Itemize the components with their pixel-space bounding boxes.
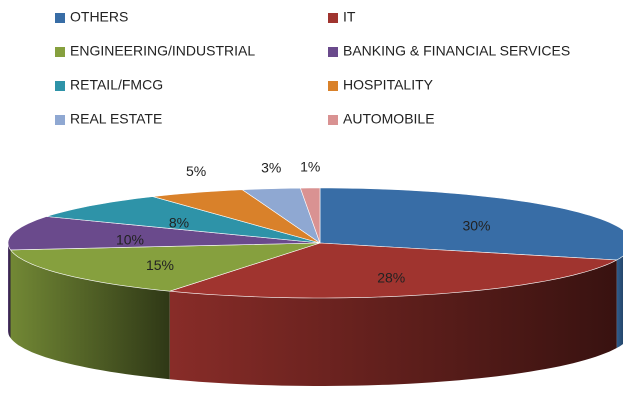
- slice: [46, 196, 321, 244]
- legend-swatch: [328, 13, 338, 23]
- legend-swatch: [328, 47, 338, 57]
- data-label: 8%: [169, 214, 189, 230]
- legend-swatch: [55, 115, 65, 125]
- legend-label: AUTOMOBILE: [343, 111, 435, 127]
- slice-side: [8, 243, 11, 338]
- legend-swatch: [55, 81, 65, 91]
- slice-side: [169, 260, 617, 386]
- data-label: 5%: [186, 163, 206, 179]
- legend-swatch: [55, 47, 65, 57]
- slice: [169, 242, 618, 299]
- legend-label: ENGINEERING/INDUSTRIAL: [70, 43, 255, 59]
- data-label: 10%: [116, 231, 144, 247]
- slice-side: [10, 249, 170, 380]
- legend-swatch: [328, 115, 338, 125]
- legend-label: IT: [343, 9, 356, 25]
- legend-label: BANKING & FINANCIAL SERVICES: [343, 43, 570, 59]
- legend-swatch: [55, 13, 65, 23]
- slice: [299, 187, 321, 244]
- data-label: 3%: [261, 159, 281, 175]
- data-label: 28%: [377, 269, 405, 285]
- legend-label: REAL ESTATE: [70, 111, 162, 127]
- slice-side: [616, 256, 623, 348]
- slice: [7, 216, 321, 251]
- data-label: 15%: [146, 257, 174, 273]
- data-label: 1%: [300, 159, 320, 175]
- legend-label: HOSPITALITY: [343, 77, 434, 93]
- slice: [319, 187, 623, 261]
- slice: [241, 187, 321, 244]
- legend-label: RETAIL/FMCG: [70, 77, 163, 93]
- legend-swatch: [328, 81, 338, 91]
- legend-label: OTHERS: [70, 9, 128, 25]
- data-label: 30%: [462, 218, 490, 234]
- slice: [9, 242, 321, 292]
- slice: [152, 189, 321, 244]
